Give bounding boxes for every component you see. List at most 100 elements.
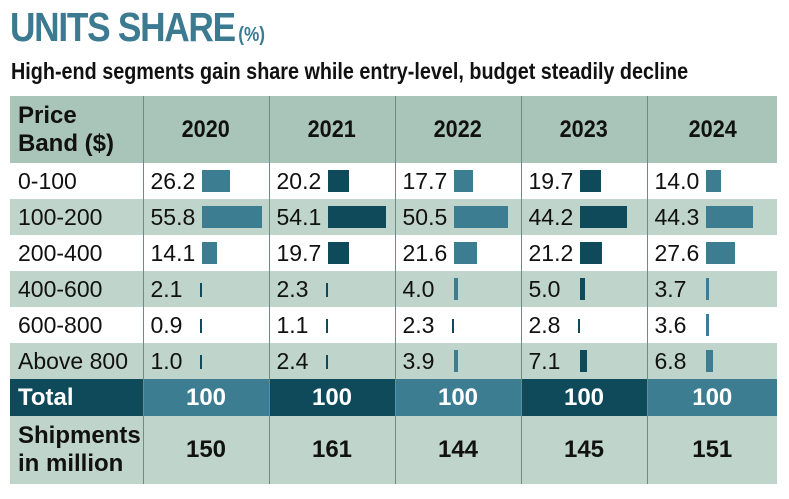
value-cell: 54.1 bbox=[268, 199, 395, 235]
value-cell: 50.5 bbox=[394, 199, 521, 235]
value-label: 20.2 bbox=[276, 168, 322, 194]
value-cell: 19.7 bbox=[520, 163, 647, 199]
table-row: 100-200 55.8 54.1 50.5 44.2 44.3 bbox=[10, 199, 777, 235]
share-bar bbox=[705, 170, 721, 192]
year-header: 2021 bbox=[268, 96, 395, 163]
share-bar bbox=[453, 170, 473, 192]
value-cell: 44.2 bbox=[520, 199, 647, 235]
value-cell: 4.0 bbox=[394, 271, 521, 307]
share-bar bbox=[705, 278, 710, 300]
price-band-label: Above 800 bbox=[10, 343, 143, 379]
value-cell: 14.1 bbox=[142, 235, 269, 271]
value-label: 2.3 bbox=[402, 312, 435, 338]
price-band-label: 600-800 bbox=[10, 307, 143, 343]
value-label: 1.0 bbox=[150, 348, 183, 374]
value-label: 44.2 bbox=[528, 204, 574, 230]
value-label: 3.9 bbox=[402, 348, 435, 374]
title-unit: (%) bbox=[238, 24, 266, 46]
value-cell: 21.2 bbox=[520, 235, 647, 271]
value-label: 0.9 bbox=[150, 312, 183, 338]
value-label: 14.1 bbox=[150, 240, 196, 266]
price-band-label: 400-600 bbox=[10, 271, 143, 307]
price-band-header-line1: Price bbox=[18, 101, 77, 129]
value-label: 2.4 bbox=[276, 348, 309, 374]
value-label: 19.7 bbox=[276, 240, 322, 266]
year-header: 2022 bbox=[394, 96, 521, 163]
value-label: 50.5 bbox=[402, 204, 448, 230]
value-cell: 27.6 bbox=[646, 235, 777, 271]
price-band-label: 200-400 bbox=[10, 235, 143, 271]
share-bar bbox=[579, 170, 601, 192]
value-label: 7.1 bbox=[528, 348, 561, 374]
share-bar bbox=[453, 350, 458, 372]
share-bar bbox=[453, 242, 477, 264]
share-bar bbox=[201, 170, 230, 192]
year-header: 2024 bbox=[646, 96, 777, 163]
value-cell: 55.8 bbox=[142, 199, 269, 235]
table-row: 0-100 26.2 20.2 17.7 19.7 14.0 bbox=[10, 163, 777, 199]
share-bar bbox=[579, 278, 585, 300]
share-bar bbox=[325, 283, 328, 297]
shipments-label-line1: Shipments bbox=[18, 422, 141, 449]
price-band-label: 100-200 bbox=[10, 199, 143, 235]
value-label: 3.7 bbox=[654, 276, 687, 302]
value-cell: 19.7 bbox=[268, 235, 395, 271]
value-label: 6.8 bbox=[654, 348, 687, 374]
price-band-header-line2: Band ($) bbox=[18, 129, 114, 157]
value-cell: 3.9 bbox=[394, 343, 521, 379]
value-cell: 1.0 bbox=[142, 343, 269, 379]
value-label: 44.3 bbox=[654, 204, 700, 230]
shipments-label: Shipments in million bbox=[10, 416, 143, 484]
share-bar bbox=[453, 278, 458, 300]
year-header: 2020 bbox=[142, 96, 269, 163]
units-share-table: Price Band ($) 2020 2021 2022 2023 2024 0… bbox=[10, 96, 777, 484]
shipments-row: Shipments in million 150 161 144 145 151 bbox=[10, 416, 777, 484]
share-bar bbox=[201, 206, 262, 228]
value-label: 2.8 bbox=[528, 312, 561, 338]
total-value: 100 bbox=[394, 379, 521, 416]
value-label: 19.7 bbox=[528, 168, 574, 194]
table-row: 200-400 14.1 19.7 21.6 21.2 27.6 bbox=[10, 235, 777, 271]
total-value: 100 bbox=[268, 379, 395, 416]
shipments-value: 145 bbox=[520, 416, 647, 484]
title-text: UNITS SHARE bbox=[10, 4, 236, 50]
value-label: 1.1 bbox=[276, 312, 309, 338]
value-label: 55.8 bbox=[150, 204, 196, 230]
share-bar bbox=[199, 319, 202, 333]
value-label: 21.2 bbox=[528, 240, 574, 266]
share-bar bbox=[705, 314, 710, 336]
chart-subtitle: High-end segments gain share while entry… bbox=[11, 58, 689, 84]
share-bar bbox=[579, 350, 588, 372]
share-bar bbox=[327, 170, 350, 192]
total-value: 100 bbox=[142, 379, 269, 416]
value-cell: 26.2 bbox=[142, 163, 269, 199]
value-cell: 17.7 bbox=[394, 163, 521, 199]
share-bar bbox=[325, 319, 328, 333]
value-label: 2.1 bbox=[150, 276, 183, 302]
share-bar bbox=[199, 283, 202, 297]
value-cell: 3.6 bbox=[646, 307, 777, 343]
share-bar bbox=[577, 319, 580, 333]
year-header: 2023 bbox=[520, 96, 647, 163]
value-cell: 1.1 bbox=[268, 307, 395, 343]
value-cell: 7.1 bbox=[520, 343, 647, 379]
value-label: 27.6 bbox=[654, 240, 700, 266]
value-label: 54.1 bbox=[276, 204, 322, 230]
year-label: 2023 bbox=[559, 115, 609, 143]
value-cell: 2.3 bbox=[394, 307, 521, 343]
value-label: 14.0 bbox=[654, 168, 700, 194]
share-bar bbox=[201, 242, 217, 264]
value-cell: 2.4 bbox=[268, 343, 395, 379]
total-row: Total 100 100 100 100 100 bbox=[10, 379, 777, 416]
share-bar bbox=[705, 350, 713, 372]
value-cell: 44.3 bbox=[646, 199, 777, 235]
share-bar bbox=[327, 242, 349, 264]
value-cell: 2.3 bbox=[268, 271, 395, 307]
value-label: 2.3 bbox=[276, 276, 309, 302]
share-bar bbox=[705, 242, 736, 264]
value-label: 17.7 bbox=[402, 168, 448, 194]
total-value: 100 bbox=[646, 379, 777, 416]
share-bar bbox=[199, 355, 202, 369]
share-bar bbox=[325, 355, 328, 369]
shipments-value: 161 bbox=[268, 416, 395, 484]
